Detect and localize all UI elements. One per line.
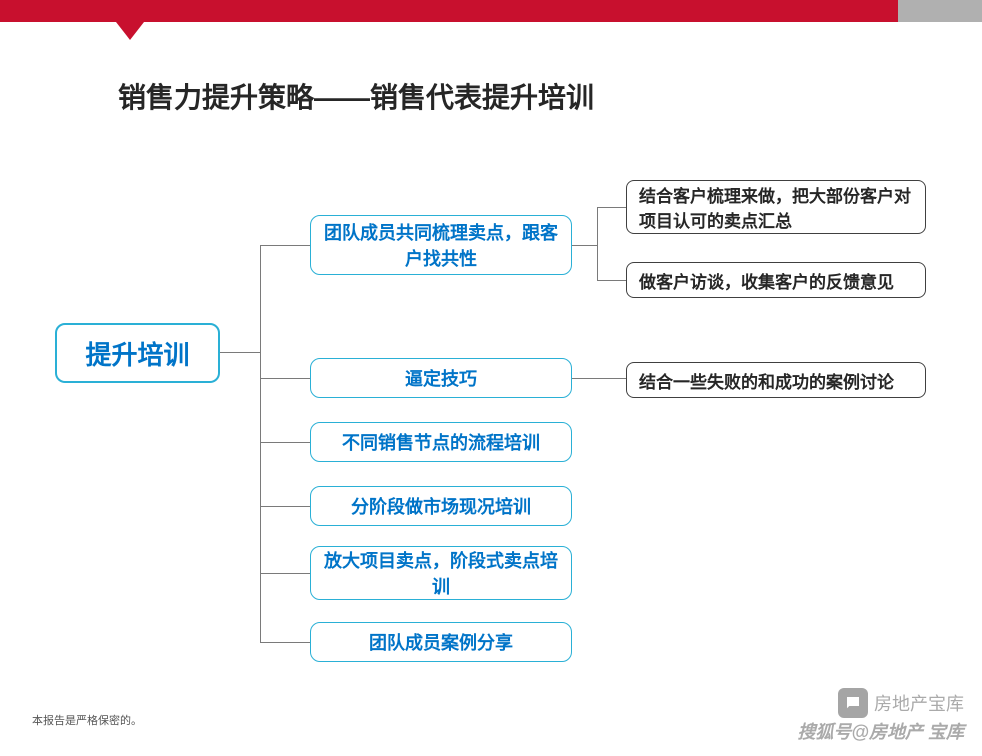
- mid-node: 团队成员共同梳理卖点，跟客户找共性: [310, 215, 572, 275]
- header-pointer-icon: [116, 22, 144, 40]
- connector: [260, 506, 310, 507]
- watermark: 房地产宝库 搜狐号@房地产 宝库: [797, 688, 964, 744]
- connector: [220, 352, 260, 353]
- connector: [597, 207, 626, 208]
- header-bar-red: [0, 0, 898, 22]
- page-title: 销售力提升策略——销售代表提升培训: [118, 76, 594, 116]
- watermark-line2: 搜狐号@房地产 宝库: [797, 718, 964, 744]
- connector: [572, 378, 626, 379]
- mid-node: 放大项目卖点，阶段式卖点培训: [310, 546, 572, 600]
- connector: [597, 207, 598, 281]
- mid-node: 分阶段做市场现况培训: [310, 486, 572, 526]
- connector: [260, 642, 310, 643]
- leaf-node: 做客户访谈，收集客户的反馈意见: [626, 262, 926, 298]
- connector: [597, 280, 626, 281]
- connector: [260, 378, 310, 379]
- header-bar: [0, 0, 982, 22]
- connector: [572, 245, 597, 246]
- header-bar-gray: [898, 0, 982, 22]
- tree-root: 提升培训: [55, 323, 220, 383]
- connector: [260, 245, 310, 246]
- leaf-node: 结合客户梳理来做，把大部份客户对项目认可的卖点汇总: [626, 180, 926, 234]
- connector: [260, 245, 261, 643]
- connector: [260, 573, 310, 574]
- connector: [260, 442, 310, 443]
- chat-icon: [838, 688, 868, 718]
- footer-confidential: 本报告是严格保密的。: [32, 712, 142, 728]
- mid-node: 团队成员案例分享: [310, 622, 572, 662]
- leaf-node: 结合一些失败的和成功的案例讨论: [626, 362, 926, 398]
- watermark-line1: 房地产宝库: [874, 690, 964, 716]
- mid-node: 不同销售节点的流程培训: [310, 422, 572, 462]
- mid-node: 逼定技巧: [310, 358, 572, 398]
